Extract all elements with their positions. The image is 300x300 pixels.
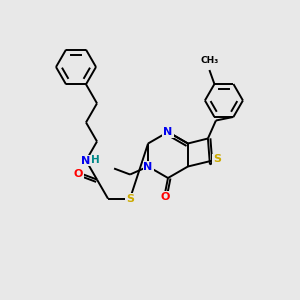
Text: H: H [91, 154, 99, 164]
Text: N: N [164, 127, 172, 137]
Text: S: S [213, 154, 221, 164]
Text: O: O [160, 192, 170, 202]
Text: N: N [81, 155, 91, 166]
Text: O: O [73, 169, 83, 178]
Text: N: N [143, 161, 153, 172]
Text: CH₃: CH₃ [200, 56, 218, 65]
Text: S: S [126, 194, 134, 204]
